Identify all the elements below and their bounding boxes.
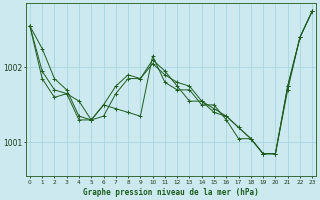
X-axis label: Graphe pression niveau de la mer (hPa): Graphe pression niveau de la mer (hPa) [83,188,259,197]
